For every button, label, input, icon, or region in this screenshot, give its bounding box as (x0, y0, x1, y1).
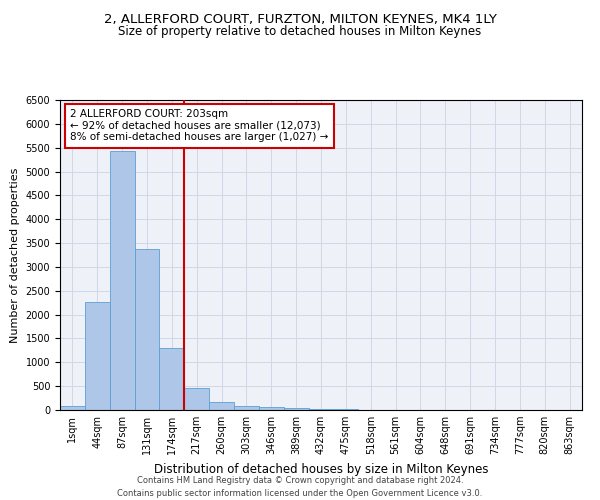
Bar (209, 402, 234, 410)
Y-axis label: Number of detached properties: Number of detached properties (10, 168, 20, 342)
Bar (184, 388, 209, 410)
Bar (308, 409, 334, 410)
Bar (284, 408, 308, 410)
Bar (160, 348, 184, 410)
Bar (259, 408, 284, 410)
Bar (234, 406, 259, 410)
Bar (60, 406, 85, 410)
Bar (134, 249, 160, 410)
Bar (110, 151, 134, 410)
Text: 2 ALLERFORD COURT: 203sqm
← 92% of detached houses are smaller (12,073)
8% of se: 2 ALLERFORD COURT: 203sqm ← 92% of detac… (70, 110, 329, 142)
Text: Contains HM Land Registry data © Crown copyright and database right 2024.
Contai: Contains HM Land Registry data © Crown c… (118, 476, 482, 498)
X-axis label: Distribution of detached houses by size in Milton Keynes: Distribution of detached houses by size … (154, 462, 488, 475)
Text: Size of property relative to detached houses in Milton Keynes: Size of property relative to detached ho… (118, 25, 482, 38)
Text: 2, ALLERFORD COURT, FURZTON, MILTON KEYNES, MK4 1LY: 2, ALLERFORD COURT, FURZTON, MILTON KEYN… (104, 12, 496, 26)
Bar (85, 302, 110, 410)
